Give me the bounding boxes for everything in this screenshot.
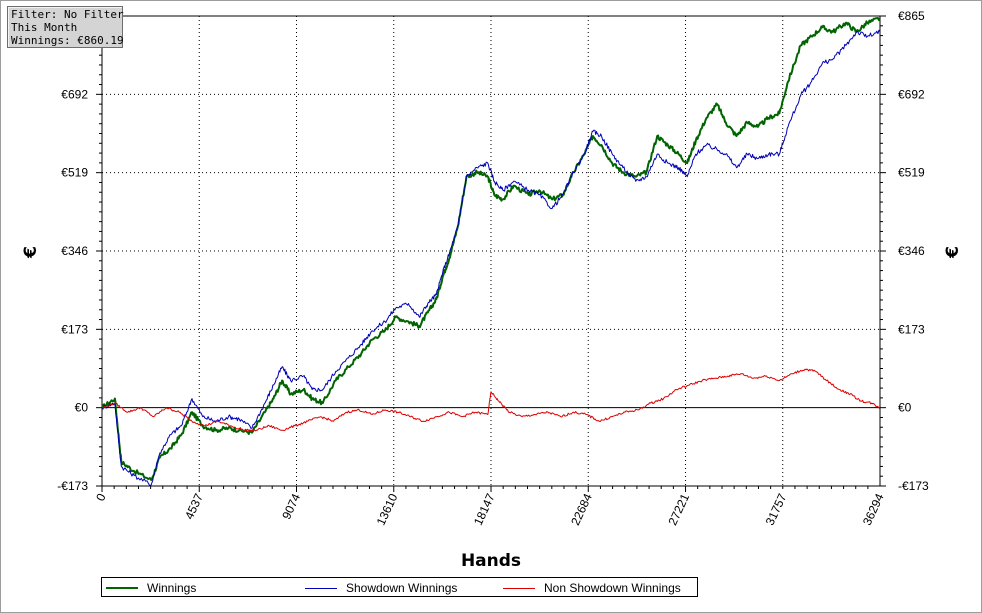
y-tick-label-left: €692 <box>61 87 88 101</box>
x-axis-labels: 0 4537 9074 13610 18147 22684 27221 31757 36294 <box>93 491 887 527</box>
legend-swatch-non-showdown <box>503 587 535 589</box>
legend-label-non-showdown: Non Showdown Winnings <box>544 581 681 595</box>
y-tick-label-right: €173 <box>898 322 925 336</box>
y-axis-right-labels: -€173 €0 €173 €346 €519 €692 €865 <box>898 9 929 493</box>
period-label: This Month <box>11 21 78 34</box>
plot-area <box>101 15 881 487</box>
x-tick-label: 13610 <box>374 491 401 527</box>
y-tick-label-left: €346 <box>61 244 88 258</box>
y-axis-left-labels: -€173€0€173€346€519€692€865 <box>57 9 88 493</box>
legend-item-showdown: Showdown Winnings <box>305 580 457 596</box>
y-tick-label-right: €519 <box>898 166 925 180</box>
series-showdown-line <box>101 29 881 487</box>
legend-label-winnings: Winnings <box>147 581 197 595</box>
legend-item-non-showdown: Non Showdown Winnings <box>503 580 681 596</box>
y-tick-label-right: €692 <box>898 87 925 101</box>
y-tick-label-right: €0 <box>898 401 912 415</box>
legend-swatch-winnings <box>106 587 138 589</box>
x-tick-label: 31757 <box>763 491 790 527</box>
legend-item-winnings: Winnings <box>106 580 196 596</box>
legend-label-showdown: Showdown Winnings <box>346 581 458 595</box>
winnings-total-label: Winnings: €860.19 <box>11 34 124 47</box>
x-tick-label: 36294 <box>860 491 887 527</box>
series-winnings-line <box>101 17 881 482</box>
y-tick-label-left: -€173 <box>57 479 88 493</box>
series-lines <box>101 17 881 487</box>
x-tick-label: 0 <box>93 491 109 503</box>
x-tick-label: 27221 <box>665 491 692 527</box>
legend-swatch-showdown <box>305 587 337 589</box>
x-tick-label: 4537 <box>182 491 206 521</box>
grid-lines <box>102 16 880 486</box>
legend: Winnings Showdown Winnings Non Showdown … <box>101 577 698 597</box>
x-tick-label: 9074 <box>279 491 303 521</box>
y-tick-label-right: €346 <box>898 244 925 258</box>
x-tick-label: 22684 <box>568 491 595 527</box>
y-axis-right-title: € <box>943 246 963 259</box>
y-tick-label-right: -€173 <box>898 479 929 493</box>
y-tick-label-right: €865 <box>898 9 925 23</box>
filter-label: Filter: No Filter <box>11 8 124 21</box>
y-tick-label-left: €0 <box>75 401 89 415</box>
series-non-showdown-line <box>101 368 881 432</box>
x-axis-title: Hands <box>461 551 521 571</box>
x-tick-label: 18147 <box>471 491 498 527</box>
filter-info-box: Filter: No Filter This Month Winnings: €… <box>7 6 124 48</box>
y-axis-left-title: € <box>21 246 41 259</box>
y-tick-label-left: €519 <box>61 166 88 180</box>
y-tick-label-left: €173 <box>61 322 88 336</box>
